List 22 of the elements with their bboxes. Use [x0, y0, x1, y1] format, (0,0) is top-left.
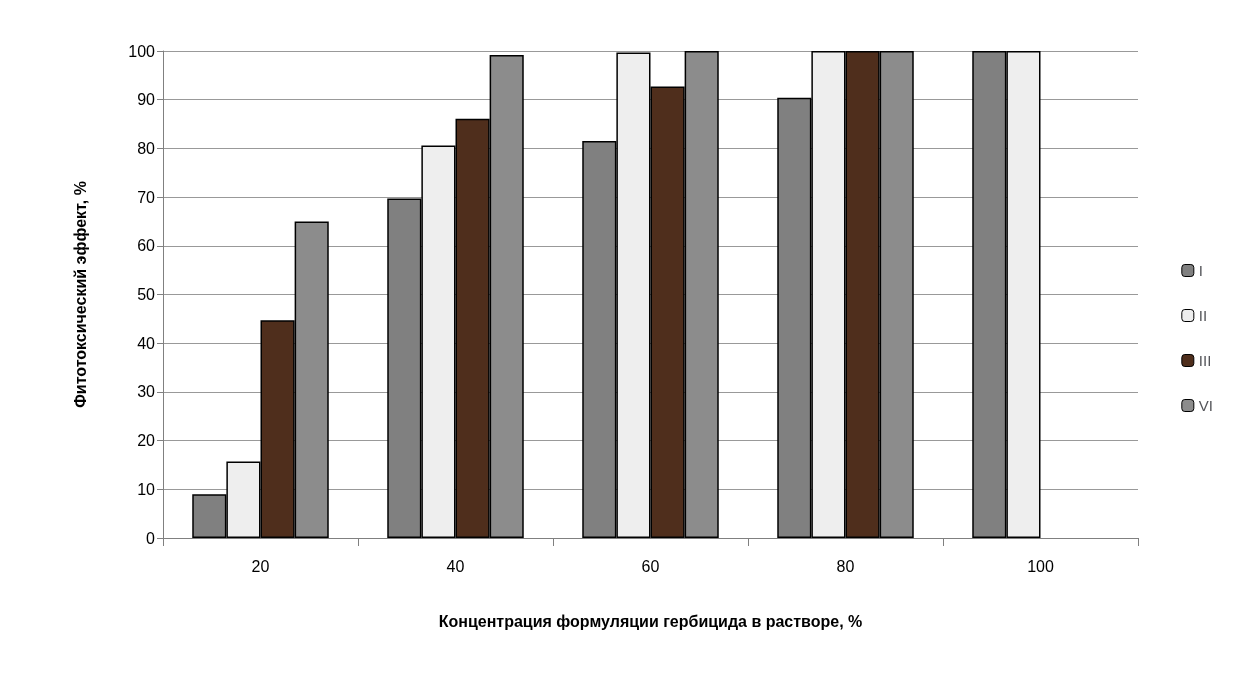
x-axis-title: Концентрация формуляции гербицида в растворе, %: [438, 612, 863, 630]
legend-label: I: [1198, 262, 1203, 279]
y-tick-label: 10: [137, 480, 156, 498]
y-tick-label: 0: [146, 529, 156, 547]
x-tick-label: 100: [1027, 557, 1054, 575]
x-tick-label: 40: [446, 557, 465, 575]
y-tick-label: 50: [137, 286, 156, 303]
y-tick-label: 40: [137, 334, 156, 352]
y-tick-label: 60: [137, 237, 156, 255]
y-axis-title: Фитотоксический эффект, %: [71, 181, 89, 408]
y-tick-label: 80: [137, 139, 156, 157]
legend-label: III: [1198, 352, 1212, 369]
y-tick-label: 70: [137, 188, 156, 206]
x-tick-label: 80: [836, 557, 855, 575]
x-tick-label: 60: [641, 557, 660, 575]
legend-label: VI: [1198, 397, 1214, 414]
legend-label: II: [1198, 307, 1208, 324]
y-tick-label: 100: [128, 42, 156, 60]
x-tick-label: 20: [251, 557, 270, 575]
y-tick-label: 30: [137, 383, 156, 401]
y-tick-label: 20: [137, 432, 156, 450]
y-tick-label: 90: [137, 91, 156, 109]
